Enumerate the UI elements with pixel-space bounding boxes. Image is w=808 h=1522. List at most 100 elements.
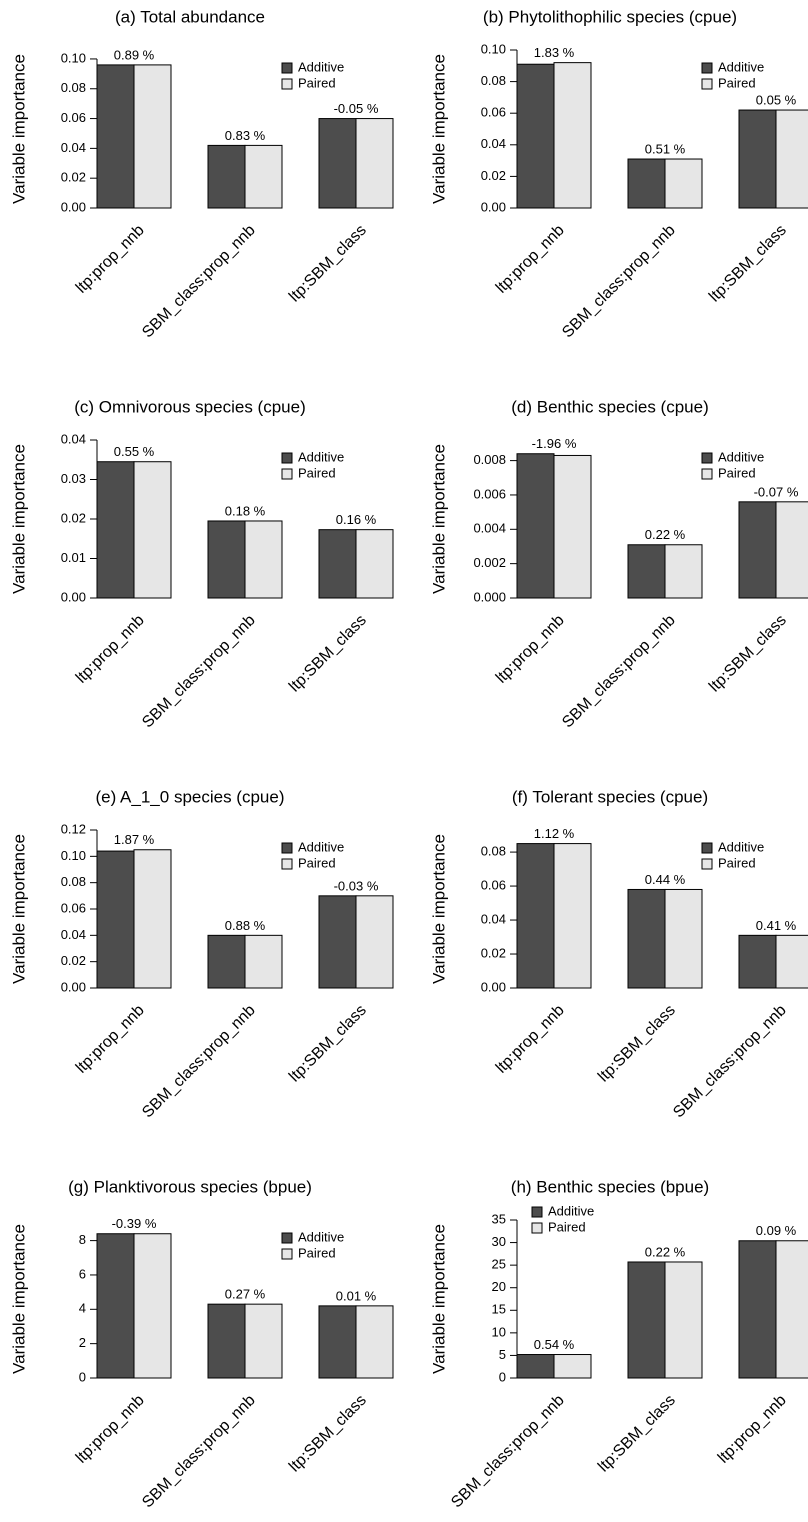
bar bbox=[738, 501, 777, 599]
group-label: 0.88 % bbox=[225, 918, 266, 933]
bar bbox=[553, 1354, 592, 1379]
group-label: 0.27 % bbox=[225, 1287, 266, 1302]
bar bbox=[355, 118, 394, 209]
bar bbox=[96, 1233, 135, 1379]
y-tick-label: 25 bbox=[492, 1257, 506, 1272]
legend-swatch bbox=[281, 62, 293, 74]
group-label: 0.22 % bbox=[645, 1244, 686, 1259]
bar bbox=[664, 888, 703, 989]
bar bbox=[553, 62, 592, 209]
legend-label: Additive bbox=[548, 1203, 594, 1218]
y-tick-label: 0.002 bbox=[473, 555, 506, 570]
y-axis-label: Variable importance bbox=[429, 444, 448, 594]
x-tick-label: ltp:prop_nnb bbox=[493, 222, 568, 297]
x-tick-label: ltp:SBM_class bbox=[286, 1392, 370, 1476]
chart-title: (a) Total abundance bbox=[115, 7, 265, 26]
y-tick-label: 0.04 bbox=[61, 140, 86, 155]
y-tick-label: 0.10 bbox=[61, 848, 86, 863]
legend-swatch bbox=[701, 62, 713, 74]
x-tick-label: ltp:prop_nnb bbox=[73, 222, 148, 297]
bar bbox=[627, 544, 666, 599]
legend-swatch bbox=[701, 468, 713, 480]
group-label: 0.16 % bbox=[336, 512, 377, 527]
legend-swatch bbox=[281, 452, 293, 464]
legend-label: Additive bbox=[298, 839, 344, 854]
legend-label: Paired bbox=[298, 465, 336, 480]
y-tick-label: 20 bbox=[492, 1279, 506, 1294]
y-tick-label: 0.04 bbox=[61, 927, 86, 942]
bar bbox=[96, 850, 135, 989]
y-tick-label: 5 bbox=[499, 1347, 506, 1362]
x-tick-label: SBM_class:prop_nnb bbox=[448, 1392, 568, 1512]
y-axis-label: Variable importance bbox=[429, 834, 448, 984]
y-tick-label: 0.10 bbox=[61, 50, 86, 65]
y-tick-label: 0.08 bbox=[481, 844, 506, 859]
legend-label: Additive bbox=[718, 839, 764, 854]
y-tick-label: 6 bbox=[79, 1266, 86, 1281]
legend-label: Additive bbox=[298, 1229, 344, 1244]
bar bbox=[318, 529, 357, 599]
x-tick-label: ltp:SBM_class bbox=[706, 612, 790, 696]
bar bbox=[355, 1305, 394, 1379]
bar bbox=[775, 1240, 808, 1379]
x-tick-label: SBM_class:prop_nnb bbox=[559, 612, 679, 732]
bar bbox=[207, 144, 246, 209]
bar bbox=[553, 843, 592, 989]
y-tick-label: 0.006 bbox=[473, 486, 506, 501]
x-tick-label: ltp:prop_nnb bbox=[493, 1002, 568, 1077]
bar bbox=[133, 64, 172, 209]
legend-swatch bbox=[701, 858, 713, 870]
chart-title: (d) Benthic species (cpue) bbox=[511, 397, 708, 416]
y-axis-label: Variable importance bbox=[9, 54, 28, 204]
x-tick-label: SBM_class:prop_nnb bbox=[670, 1002, 790, 1122]
legend-label: Paired bbox=[298, 75, 336, 90]
x-tick-label: SBM_class:prop_nnb bbox=[139, 1002, 259, 1122]
x-tick-label: ltp:prop_nnb bbox=[715, 1392, 790, 1467]
bar bbox=[516, 63, 555, 209]
x-tick-label: ltp:SBM_class bbox=[595, 1002, 679, 1086]
legend-swatch bbox=[281, 842, 293, 854]
y-tick-label: 0.03 bbox=[61, 471, 86, 486]
bar bbox=[318, 118, 357, 209]
bar bbox=[133, 461, 172, 599]
x-tick-label: SBM_class:prop_nnb bbox=[559, 222, 679, 342]
y-tick-label: 0.02 bbox=[481, 168, 506, 183]
y-tick-label: 35 bbox=[492, 1211, 506, 1226]
group-label: -0.03 % bbox=[334, 878, 379, 893]
legend-label: Paired bbox=[298, 1245, 336, 1260]
bar bbox=[355, 895, 394, 989]
group-label: 0.89 % bbox=[114, 47, 155, 62]
group-label: 1.87 % bbox=[114, 832, 155, 847]
y-axis-label: Variable importance bbox=[429, 1224, 448, 1374]
group-label: 0.41 % bbox=[756, 918, 797, 933]
y-tick-label: 0.12 bbox=[61, 821, 86, 836]
bar bbox=[207, 934, 246, 989]
bar bbox=[133, 1233, 172, 1379]
legend-label: Additive bbox=[298, 449, 344, 464]
y-tick-label: 0.00 bbox=[481, 979, 506, 994]
legend-label: Additive bbox=[718, 449, 764, 464]
bar bbox=[133, 849, 172, 989]
group-label: 0.09 % bbox=[756, 1223, 797, 1238]
chart-title: (g) Planktivorous species (bpue) bbox=[68, 1177, 312, 1196]
group-label: 0.18 % bbox=[225, 503, 266, 518]
bar bbox=[244, 520, 283, 599]
bar bbox=[775, 934, 808, 989]
legend-label: Paired bbox=[718, 465, 756, 480]
y-tick-label: 0.00 bbox=[61, 979, 86, 994]
y-tick-label: 0.008 bbox=[473, 452, 506, 467]
legend-swatch bbox=[531, 1222, 543, 1234]
group-label: 0.55 % bbox=[114, 444, 155, 459]
chart-title: (e) A_1_0 species (cpue) bbox=[96, 787, 285, 806]
bar bbox=[664, 158, 703, 209]
x-tick-label: ltp:SBM_class bbox=[286, 612, 370, 696]
x-tick-label: ltp:prop_nnb bbox=[73, 612, 148, 687]
legend-label: Paired bbox=[548, 1219, 586, 1234]
y-tick-label: 0.08 bbox=[61, 874, 86, 889]
legend-swatch bbox=[281, 1248, 293, 1260]
y-tick-label: 0.06 bbox=[61, 900, 86, 915]
y-tick-label: 0 bbox=[499, 1369, 506, 1384]
x-tick-label: ltp:SBM_class bbox=[286, 1002, 370, 1086]
group-label: 1.12 % bbox=[534, 826, 575, 841]
y-tick-label: 0.02 bbox=[61, 953, 86, 968]
